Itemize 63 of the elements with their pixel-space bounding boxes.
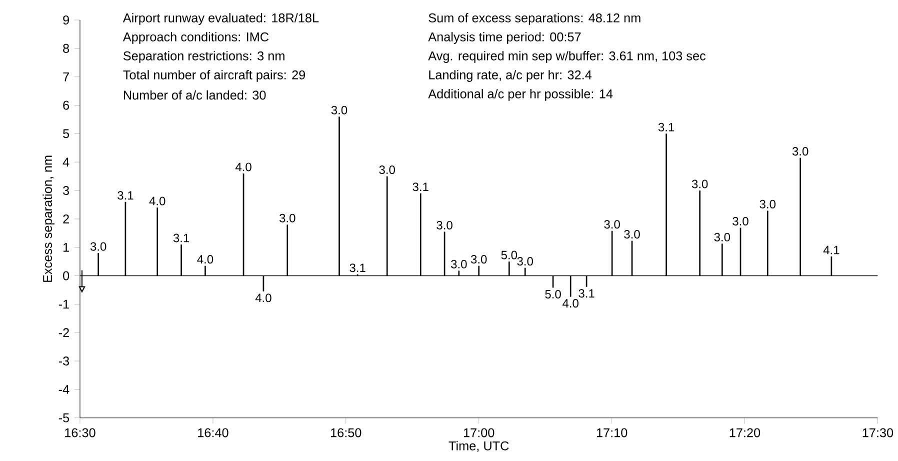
annotation: 4.0: [562, 299, 578, 308]
annotation: Landing rate, a/c per hr: 32.4: [429, 70, 592, 82]
y-axis-title: Excess separation, nm: [42, 156, 55, 282]
y-tick-label: 6: [63, 100, 70, 110]
annotation: Avg. required min sep w/buffer: 3.61 nm, 103 sec: [428, 51, 706, 63]
annotation: 4.0: [235, 162, 252, 172]
y-tick-label: 0: [63, 271, 70, 280]
x-tick-label: 17:10: [596, 428, 628, 438]
annotation: 3.0: [470, 255, 487, 264]
annotation: Additional a/c per hr possible: 14: [428, 89, 613, 101]
annotation: 3.1: [658, 122, 674, 132]
y-tick-label: -2: [58, 328, 69, 338]
y-tick-label: 4: [62, 158, 70, 167]
annotation: 5.0: [545, 290, 561, 299]
y-tick-label: 9: [63, 16, 69, 25]
annotation: 3.0: [379, 166, 395, 174]
y-tick-label: -1: [58, 300, 69, 309]
y-tick-label: 7: [63, 72, 69, 82]
annotation: 3.0: [714, 232, 730, 242]
y-tick-label: 3: [63, 186, 70, 196]
annotation: 3.0: [90, 242, 106, 251]
annotation: 3.0: [517, 257, 533, 266]
annotation: Sum of excess separations: 48.12 nm: [428, 13, 640, 25]
x-tick-label: 16:50: [330, 428, 362, 438]
annotation: 3.0: [604, 220, 620, 229]
annotation: 3.0: [624, 230, 640, 239]
annotation: Analysis time period: 00:57: [428, 32, 581, 44]
y-tick-label: 8: [63, 44, 70, 53]
annotation: 3.0: [451, 260, 467, 268]
x-tick-label: 16:30: [65, 428, 96, 438]
annotation: 4.1: [823, 246, 840, 254]
annotation: 3.0: [331, 106, 348, 114]
x-tick-label: 17:00: [464, 428, 494, 438]
annotation: 3.0: [792, 147, 808, 156]
y-tick-label: -3: [58, 356, 70, 366]
annotation: 3.1: [412, 182, 428, 192]
x-tick-label: 17:20: [730, 428, 760, 438]
annotation: 5.0: [501, 250, 518, 260]
annotation: 3.1: [578, 289, 594, 298]
x-axis-title: Time, UTC: [448, 441, 509, 452]
annotation: Total number of aircraft pairs: 29: [123, 70, 306, 82]
annotation: Airport runway evaluated: 18R/18L: [122, 13, 319, 25]
annotation: 3.0: [692, 180, 708, 188]
annotation: 3.1: [350, 264, 366, 272]
annotation: 3.0: [280, 214, 296, 222]
annotation: 3.1: [118, 191, 134, 200]
x-tick-label: 17:30: [862, 428, 894, 438]
annotation: Separation restrictions: 3 nm: [123, 51, 284, 63]
y-tick-label: -5: [58, 414, 70, 422]
y-tick-label: 2: [63, 214, 69, 224]
y-tick-label: -4: [58, 385, 70, 394]
annotation: 3.1: [173, 234, 190, 242]
x-tick-label: 16:40: [198, 428, 228, 438]
annotation: 4.0: [149, 196, 166, 206]
annotation: 3.0: [760, 200, 776, 209]
annotation: Number of a/c landed: 30: [124, 90, 266, 100]
y-tick-label: 5: [63, 129, 70, 138]
y-tick-label: 1: [64, 243, 69, 252]
annotation: 4.0: [255, 294, 272, 302]
annotation: Approach conditions: IMC: [122, 32, 269, 44]
annotation: 3.0: [732, 217, 748, 226]
annotation: 3.0: [436, 221, 452, 230]
annotation: 4.0: [197, 255, 214, 264]
